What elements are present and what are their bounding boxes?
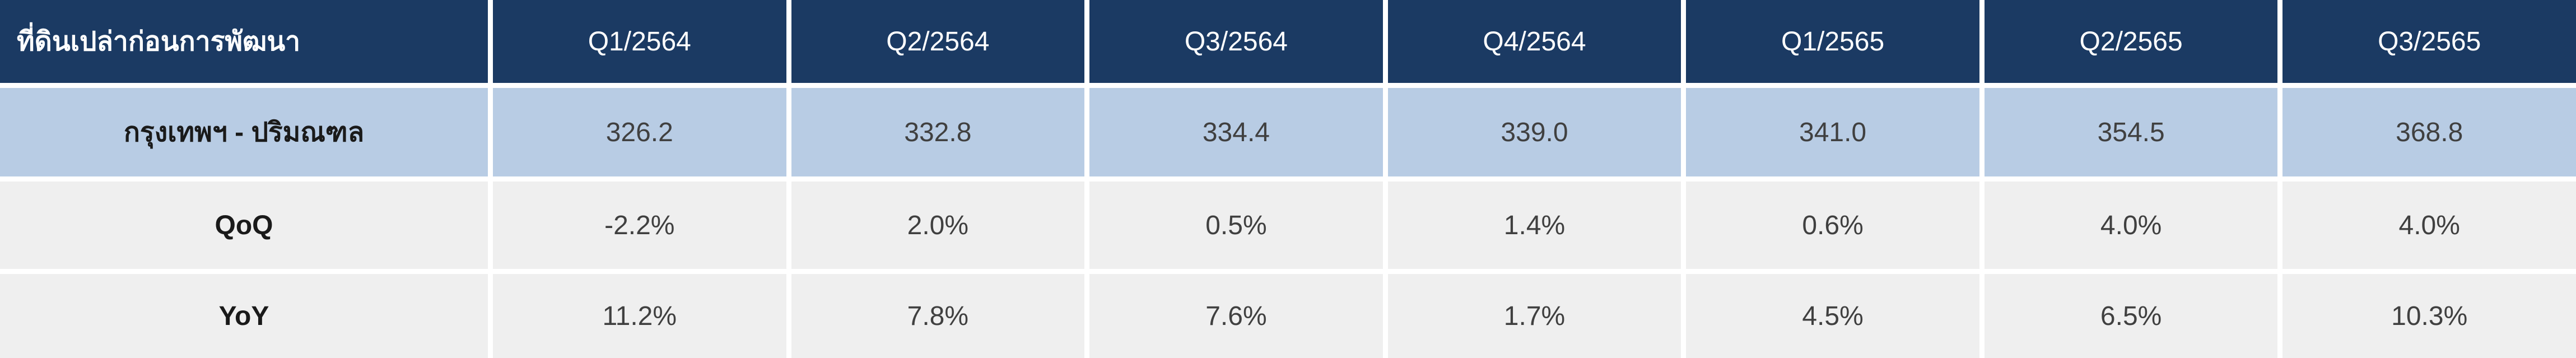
column-header: Q2/2564 [791,0,1085,83]
table-cell: 334.4 [1089,88,1383,176]
table-cell: 368.8 [2282,88,2576,176]
table-cell: 341.0 [1686,88,1979,176]
column-header: Q4/2564 [1387,0,1681,83]
column-header: Q2/2565 [1984,0,2278,83]
column-header: Q3/2565 [2282,0,2576,83]
row-label: กรุงเทพฯ - ปริมณฑล [0,88,488,176]
table-cell: 6.5% [1984,274,2278,358]
header-title: ที่ดินเปล่าก่อนการพัฒนา [0,0,488,83]
table-cell: 10.3% [2282,274,2576,358]
table-cell: 2.0% [791,182,1085,269]
table-cell: 1.4% [1387,182,1681,269]
table-cell: 4.5% [1686,274,1979,358]
column-header: Q1/2564 [493,0,786,83]
table-cell: 1.7% [1387,274,1681,358]
table-cell: -2.2% [493,182,786,269]
table-cell: 326.2 [493,88,786,176]
table-cell: 339.0 [1387,88,1681,176]
table-cell: 4.0% [1984,182,2278,269]
column-header: Q1/2565 [1686,0,1979,83]
row-label: YoY [0,274,488,358]
table-cell: 0.6% [1686,182,1979,269]
table-cell: 4.0% [2282,182,2576,269]
table-cell: 332.8 [791,88,1085,176]
table-cell: 7.6% [1089,274,1383,358]
table-cell: 7.8% [791,274,1085,358]
table-cell: 11.2% [493,274,786,358]
table-cell: 354.5 [1984,88,2278,176]
column-header: Q3/2564 [1089,0,1383,83]
table-cell: 0.5% [1089,182,1383,269]
row-label: QoQ [0,182,488,269]
